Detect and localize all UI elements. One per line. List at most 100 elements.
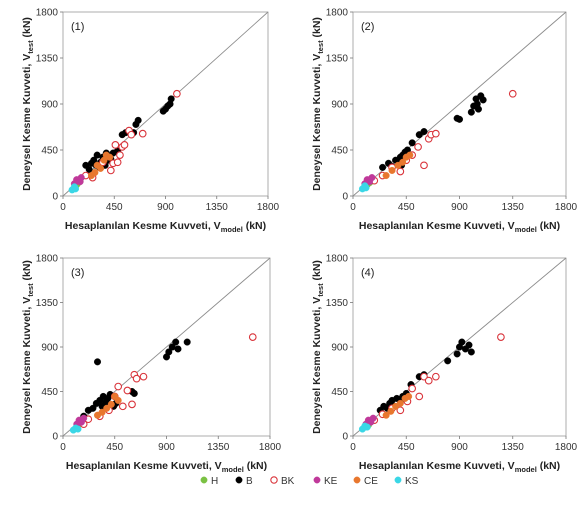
x-tick-label: 1350 xyxy=(206,202,229,213)
y-tick-label: 1800 xyxy=(326,254,349,265)
data-point-ce xyxy=(98,408,106,416)
data-point-bk xyxy=(111,141,120,149)
legend-marker-h xyxy=(200,476,208,484)
data-point-b xyxy=(134,116,142,124)
x-tick-label: 0 xyxy=(350,442,356,453)
y-tick-label: 1350 xyxy=(326,54,349,65)
y-tick-label: 900 xyxy=(331,100,348,111)
y-tick-label: 0 xyxy=(342,192,348,203)
data-point-ce xyxy=(107,400,115,408)
data-point-b xyxy=(465,341,473,349)
data-point-ce xyxy=(382,172,390,180)
x-tick-label: 450 xyxy=(398,202,415,213)
chart-panel-2: 0 450 900 1350 1800 0 450 900 1350 1800 (2) Hesapla… xyxy=(311,8,578,235)
data-point-bk xyxy=(123,386,132,395)
data-point-bk xyxy=(396,406,405,415)
legend-label-bk: BK xyxy=(281,476,295,487)
data-point-bk xyxy=(128,400,136,409)
data-point-bk xyxy=(248,333,257,341)
data-point-bk xyxy=(431,372,440,381)
y-tick-label: 450 xyxy=(331,387,348,398)
y-axis-label: Deneysel Kesme Kuvveti, Vtest (kN) xyxy=(21,260,35,434)
data-point-b xyxy=(453,350,461,358)
data-point-bk xyxy=(173,89,181,98)
y-tick-label: 1800 xyxy=(36,254,59,265)
data-point-ce xyxy=(396,399,404,407)
legend-label-ke: KE xyxy=(324,476,338,487)
x-tick-label: 900 xyxy=(451,442,468,453)
x-axis-label: Hesaplanılan Kesme Kuvveti, Vmodel (kN) xyxy=(359,460,560,474)
x-tick-label: 1350 xyxy=(207,442,230,453)
y-tick-label: 450 xyxy=(331,146,348,157)
data-point-ks xyxy=(72,185,80,193)
y-tick-label: 1350 xyxy=(36,54,59,65)
data-point-b xyxy=(474,105,482,113)
data-point-bk xyxy=(508,89,517,98)
y-tick-label: 0 xyxy=(52,432,58,443)
data-point-b xyxy=(467,108,475,116)
data-point-ce xyxy=(388,166,396,174)
y-tick-label: 1350 xyxy=(36,298,59,309)
panel-label: (2) xyxy=(361,21,374,33)
data-point-b xyxy=(85,165,93,173)
y-axis-label: Deneysel Kesme Kuvveti, Vtest (kN) xyxy=(311,17,325,191)
data-point-ce xyxy=(106,153,114,161)
x-tick-label: 900 xyxy=(157,202,174,213)
y-tick-label: 450 xyxy=(41,387,58,398)
y-axis-label: Deneysel Kesme Kuvveti, Vtest (kN) xyxy=(21,17,35,191)
x-tick-label: 1800 xyxy=(257,202,280,213)
data-point-b xyxy=(444,357,452,365)
panel-label: (4) xyxy=(361,267,374,279)
x-tick-label: 1800 xyxy=(555,442,578,453)
data-point-bk xyxy=(116,151,124,159)
data-point-bk xyxy=(396,167,405,176)
data-point-bk xyxy=(120,141,129,149)
x-tick-label: 450 xyxy=(106,442,123,453)
data-point-ks xyxy=(74,425,82,433)
data-point-b xyxy=(93,358,101,366)
chart-panel-3: 0 450 900 1350 1800 0 450 900 1350 1800 (3) Hesapla… xyxy=(21,254,282,475)
data-point-b xyxy=(167,95,175,103)
data-point-bk xyxy=(139,372,148,381)
y-tick-label: 0 xyxy=(342,432,348,443)
data-point-b xyxy=(379,163,387,171)
data-point-bk xyxy=(114,382,123,391)
legend-label-h: H xyxy=(211,476,218,487)
data-point-bk xyxy=(424,376,433,385)
data-point-b xyxy=(89,404,97,412)
y-tick-label: 1800 xyxy=(36,8,59,19)
data-point-b xyxy=(456,115,464,123)
x-tick-label: 450 xyxy=(398,442,415,453)
x-tick-label: 900 xyxy=(158,442,175,453)
x-tick-label: 1800 xyxy=(259,442,282,453)
data-point-ce xyxy=(382,411,390,419)
x-tick-label: 0 xyxy=(60,202,66,213)
data-point-ce xyxy=(91,168,99,176)
x-tick-label: 1350 xyxy=(502,202,525,213)
y-tick-label: 900 xyxy=(41,100,58,111)
data-point-bk xyxy=(127,130,136,139)
data-point-bk xyxy=(132,374,141,383)
data-point-bk xyxy=(420,161,428,170)
data-point-b xyxy=(479,96,487,104)
data-point-bk xyxy=(414,143,422,151)
y-axis-label: Deneysel Kesme Kuvveti, Vtest (kN) xyxy=(311,260,325,434)
chart-panel-1: 0 450 900 1350 1800 0 450 900 1350 1800 (1) Hesapla… xyxy=(21,8,280,235)
data-point-bk xyxy=(497,333,505,341)
data-point-b xyxy=(467,348,475,356)
legend-marker-b xyxy=(235,476,243,484)
x-axis-label: Hesaplanılan Kesme Kuvveti, Vmodel (kN) xyxy=(65,220,266,234)
data-point-bk xyxy=(138,129,147,138)
x-tick-label: 900 xyxy=(451,202,468,213)
x-axis-label: Hesaplanılan Kesme Kuvveti, Vmodel (kN) xyxy=(66,460,267,474)
data-point-ce xyxy=(387,407,395,415)
data-point-ce xyxy=(406,151,414,159)
legend-marker-bk xyxy=(270,476,278,484)
data-point-ke xyxy=(369,414,377,422)
legend-label-ce: CE xyxy=(364,476,378,487)
data-point-ce xyxy=(103,404,111,412)
data-point-b xyxy=(183,338,191,346)
data-point-b xyxy=(174,345,182,353)
data-point-b xyxy=(165,348,173,356)
